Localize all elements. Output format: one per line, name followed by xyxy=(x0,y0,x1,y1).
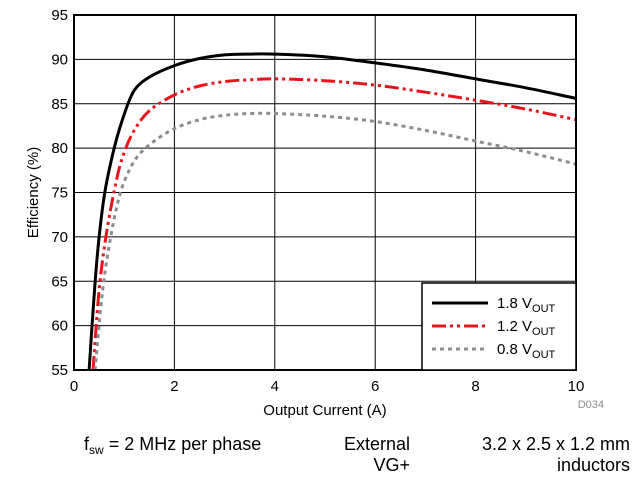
y-axis-label: Efficiency (%) xyxy=(25,147,42,238)
x-tick-label: 8 xyxy=(471,378,479,395)
figure-id: D034 xyxy=(578,399,604,411)
caption-f-rest: = 2 MHz per phase xyxy=(103,434,262,454)
caption-f: f xyxy=(84,434,90,454)
y-tick-label: 65 xyxy=(51,273,68,290)
plot-frame xyxy=(73,14,577,371)
efficiency-chart: 0 2 4 6 8 10 55 60 65 70 75 80 85 90 95 Output Curren… xyxy=(25,7,604,419)
series-line-3 xyxy=(93,111,577,371)
series-line-1 xyxy=(87,52,577,371)
x-tick-label: 10 xyxy=(568,378,585,395)
y-tick-label: 60 xyxy=(51,318,68,335)
series-lines xyxy=(87,52,577,371)
x-tick-label: 6 xyxy=(371,378,379,395)
y-tick-label: 70 xyxy=(51,229,68,246)
x-tick-labels: 0 2 4 6 8 10 xyxy=(70,378,585,395)
x-tick-label: 0 xyxy=(70,378,78,395)
y-tick-label: 95 xyxy=(51,7,68,24)
x-tick-label: 4 xyxy=(271,378,279,395)
caption-external: External xyxy=(343,434,410,454)
y-tick-label: 80 xyxy=(51,140,68,157)
y-tick-label: 75 xyxy=(51,185,68,202)
series-line-2 xyxy=(91,77,577,371)
legend-box xyxy=(421,282,577,371)
y-tick-labels: 55 60 65 70 75 80 85 90 95 xyxy=(51,7,68,379)
caption-switching-frequency: fsw = 2 MHz per phase xyxy=(84,434,262,457)
legend-label-3: 0.8 VOUT xyxy=(497,341,556,361)
y-tick-label: 85 xyxy=(51,96,68,113)
y-tick-label: 55 xyxy=(51,362,68,379)
caption-inductors: 3.2 x 2.5 x 1.2 mm inductors xyxy=(440,434,630,476)
caption-inductors-word: inductors xyxy=(556,455,630,475)
legend-label-1: 1.8 VOUT xyxy=(497,295,556,315)
caption-external-vg: External VG+ xyxy=(314,434,410,476)
caption-f-subscript: sw xyxy=(89,443,104,457)
x-axis-label: Output Current (A) xyxy=(263,402,386,419)
caption-vg-plus: VG+ xyxy=(373,455,410,475)
legend-label-2: 1.2 VOUT xyxy=(497,318,556,338)
y-tick-label: 90 xyxy=(51,51,68,68)
x-tick-label: 2 xyxy=(170,378,178,395)
caption-inductor-size: 3.2 x 2.5 x 1.2 mm xyxy=(481,434,630,454)
legend: 1.8 VOUT 1.2 VOUT 0.8 VOUT xyxy=(421,282,577,371)
